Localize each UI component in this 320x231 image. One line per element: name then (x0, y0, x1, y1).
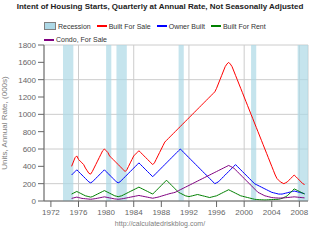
html-text:http://calculatedriskblog.com/: http://calculatedriskblog.com/ (114, 220, 206, 227)
html-text:Recession: Recession (58, 22, 91, 30)
svg-text:800: 800 (23, 128, 37, 137)
html-text:Intent of Housing Starts, Quar: Intent of Housing Starts, Quarterly at A… (16, 2, 304, 11)
svg-text:400: 400 (23, 162, 37, 171)
svg-text:1976: 1976 (70, 208, 88, 217)
html-text:Condo, For Sale: Condo, For Sale (56, 36, 107, 43)
svg-text:1988: 1988 (152, 208, 170, 217)
svg-text:2000: 2000 (235, 208, 253, 217)
svg-text:1980: 1980 (97, 208, 115, 217)
svg-text:600: 600 (23, 145, 37, 154)
svg-text:1972: 1972 (42, 208, 60, 217)
svg-text:1984: 1984 (125, 208, 143, 217)
svg-text:1400: 1400 (18, 76, 36, 85)
svg-text:2004: 2004 (263, 208, 281, 217)
svg-text:0: 0 (32, 197, 37, 206)
svg-text:1996: 1996 (208, 208, 226, 217)
svg-text:Units, Annual Rate, (000s): Units, Annual Rate, (000s) (8, 76, 9, 170)
svg-text:1992: 1992 (180, 208, 198, 217)
svg-text:1800: 1800 (18, 41, 36, 50)
html-text:Built For Sale: Built For Sale (108, 22, 151, 30)
svg-text:200: 200 (23, 180, 37, 189)
svg-text:1000: 1000 (18, 110, 36, 119)
html-text:Owner Built: Owner Built (168, 22, 205, 30)
svg-text:2008: 2008 (290, 208, 308, 217)
svg-text:1600: 1600 (18, 58, 36, 67)
html-text:Built For Rent: Built For Rent (222, 22, 266, 30)
svg-text:1200: 1200 (18, 93, 36, 102)
